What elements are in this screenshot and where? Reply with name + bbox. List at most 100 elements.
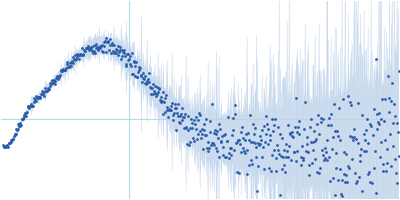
Point (368, 124, 374, 128)
Point (186, 140, 193, 143)
Point (231, 149, 237, 152)
Point (150, 93, 156, 96)
Point (301, 127, 307, 130)
Point (15, 123, 22, 126)
Point (208, 144, 214, 147)
Point (355, 142, 362, 145)
Point (166, 108, 172, 111)
Point (81, 48, 87, 51)
Point (96, 44, 103, 48)
Point (24, 111, 30, 114)
Point (13, 133, 19, 136)
Point (48, 83, 54, 86)
Point (61, 69, 67, 72)
Point (48, 79, 55, 83)
Point (366, 171, 372, 174)
Point (212, 133, 219, 136)
Point (258, 138, 264, 141)
Point (380, 163, 387, 166)
Point (371, 166, 377, 169)
Point (391, 103, 397, 106)
Point (323, 151, 329, 154)
Point (288, 130, 295, 133)
Point (347, 100, 354, 103)
Point (240, 136, 246, 140)
Point (11, 133, 18, 137)
Point (294, 131, 300, 134)
Point (44, 89, 51, 92)
Point (152, 85, 158, 88)
Point (396, 155, 400, 158)
Point (99, 43, 106, 46)
Point (17, 122, 24, 125)
Point (188, 126, 195, 129)
Point (144, 79, 150, 82)
Point (255, 142, 262, 145)
Point (376, 122, 383, 125)
Point (308, 140, 314, 143)
Point (363, 149, 370, 152)
Point (251, 126, 258, 129)
Point (66, 65, 72, 68)
Point (280, 156, 286, 159)
Point (358, 113, 365, 117)
Point (353, 138, 360, 141)
Point (323, 139, 330, 142)
Point (219, 134, 225, 137)
Point (199, 133, 206, 136)
Point (292, 126, 298, 129)
Point (248, 158, 254, 162)
Point (63, 67, 69, 70)
Point (58, 68, 65, 71)
Point (106, 48, 112, 51)
Point (18, 117, 25, 120)
Point (340, 150, 347, 153)
Point (2, 144, 8, 148)
Point (246, 138, 252, 142)
Point (60, 69, 66, 72)
Point (331, 102, 337, 105)
Point (372, 192, 379, 195)
Point (78, 54, 84, 57)
Point (79, 46, 85, 49)
Point (130, 60, 137, 63)
Point (18, 123, 24, 126)
Point (337, 167, 344, 170)
Point (300, 156, 307, 159)
Point (118, 48, 125, 52)
Point (154, 92, 160, 95)
Point (344, 94, 351, 97)
Point (208, 141, 215, 144)
Point (146, 72, 152, 75)
Point (228, 146, 234, 149)
Point (320, 153, 326, 156)
Point (333, 166, 340, 169)
Point (8, 139, 14, 142)
Point (194, 133, 201, 136)
Point (393, 171, 399, 174)
Point (20, 117, 26, 120)
Point (131, 59, 137, 62)
Point (330, 136, 336, 139)
Point (95, 48, 102, 51)
Point (104, 39, 111, 42)
Point (175, 115, 182, 118)
Point (270, 129, 276, 132)
Point (156, 87, 162, 90)
Point (238, 131, 244, 134)
Point (140, 76, 146, 80)
Point (390, 145, 396, 148)
Point (62, 69, 69, 72)
Point (100, 50, 106, 53)
Point (114, 44, 121, 48)
Point (88, 45, 94, 48)
Point (106, 43, 113, 46)
Point (283, 155, 290, 158)
Point (384, 162, 391, 165)
Point (249, 163, 255, 166)
Point (319, 148, 325, 151)
Point (364, 172, 371, 176)
Point (90, 45, 96, 48)
Point (82, 49, 88, 52)
Point (136, 65, 142, 68)
